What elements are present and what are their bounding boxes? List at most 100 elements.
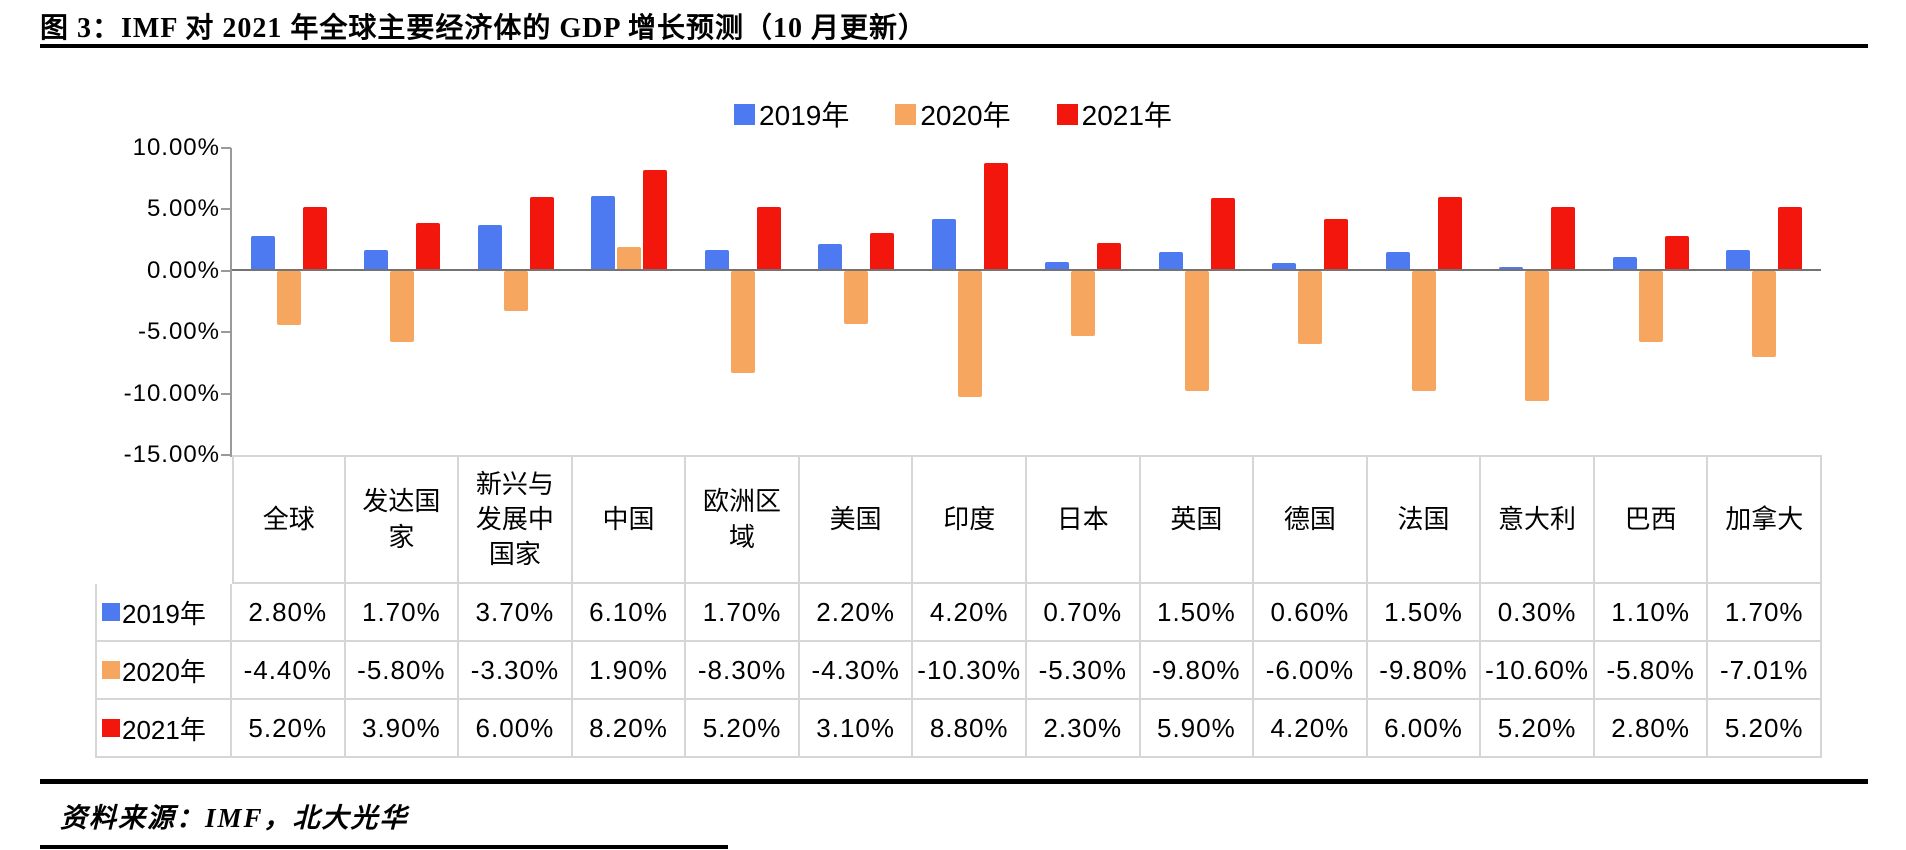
bar-2019年-印度	[931, 219, 956, 271]
value-cell: 1.70%	[345, 584, 460, 642]
category-header-cell: 英国	[1140, 455, 1255, 584]
value-cell: -10.60%	[1481, 642, 1595, 700]
legend-label: 2020年	[920, 100, 1011, 131]
bar-2021年-全球	[302, 206, 327, 271]
bar-2020年-巴西	[1638, 270, 1663, 343]
value-cell: 5.20%	[1708, 700, 1822, 758]
category-header-cell: 新兴与发展中国家	[459, 455, 573, 584]
bar-2019年-新兴与发展中国家	[477, 225, 502, 271]
bar-2020年-法国	[1411, 270, 1436, 392]
bar-2021年-发达国家	[416, 222, 441, 271]
value-cell: -9.80%	[1140, 642, 1255, 700]
value-cell: -8.30%	[686, 642, 800, 700]
legend-label: 2021年	[1081, 100, 1172, 131]
y-tick-label: -10.00%	[123, 379, 220, 407]
value-cell: -5.80%	[1594, 642, 1709, 700]
category-header-cell: 印度	[913, 455, 1027, 584]
legend-swatch-icon	[734, 103, 756, 125]
value-cell: 1.90%	[572, 642, 687, 700]
bar-2019年-日本	[1045, 262, 1070, 271]
value-cell: 5.20%	[1481, 700, 1595, 758]
row-label: 2019年	[122, 598, 206, 629]
row-swatch-icon	[102, 719, 120, 737]
category-header-cell: 中国	[572, 455, 687, 584]
row-label: 2020年	[122, 656, 206, 687]
category-header-cell: 意大利	[1481, 455, 1595, 584]
category-header-cell: 德国	[1254, 455, 1368, 584]
y-tick-mark	[221, 269, 231, 272]
figure-title: 图 3：IMF 对 2021 年全球主要经济体的 GDP 增长预测（10 月更新…	[40, 13, 927, 44]
y-tick-mark	[221, 454, 231, 456]
chart-legend: 2019年 2020年 2021年	[0, 94, 1906, 134]
value-cell: 2.30%	[1026, 700, 1141, 758]
value-cell: 2.20%	[799, 584, 914, 642]
value-cell: 1.50%	[1367, 584, 1482, 642]
bar-2021年-日本	[1097, 242, 1122, 271]
category-header-cell: 美国	[799, 455, 914, 584]
y-axis-line	[230, 148, 232, 457]
value-cell: 2.80%	[1594, 700, 1709, 758]
value-cell: 8.20%	[572, 700, 687, 758]
row-label-cell: 2020年	[95, 642, 232, 700]
bar-2020年-加拿大	[1752, 270, 1777, 357]
bar-2019年-全球	[250, 236, 275, 271]
bottom-divider	[40, 845, 728, 849]
table-corner-cell	[95, 455, 232, 584]
value-cell: -10.30%	[913, 642, 1027, 700]
bar-2021年-意大利	[1551, 206, 1576, 271]
value-cell: 5.90%	[1140, 700, 1255, 758]
bar-2021年-法国	[1437, 197, 1462, 271]
bar-2020年-日本	[1071, 270, 1096, 336]
legend-label: 2019年	[759, 100, 850, 131]
bar-2019年-德国	[1272, 263, 1297, 271]
bar-2019年-意大利	[1499, 267, 1524, 271]
category-header-cell: 法国	[1367, 455, 1482, 584]
plot-area	[232, 148, 1821, 455]
value-cell: 0.70%	[1026, 584, 1141, 642]
value-cell: 6.00%	[1367, 700, 1482, 758]
bar-2021年-中国	[643, 170, 668, 271]
bar-2019年-中国	[591, 195, 616, 271]
bar-2021年-德国	[1324, 219, 1349, 271]
value-cell: 3.90%	[345, 700, 460, 758]
value-cell: 6.10%	[572, 584, 687, 642]
value-cell: 0.60%	[1254, 584, 1368, 642]
bar-2019年-加拿大	[1726, 249, 1751, 271]
bar-2020年-发达国家	[390, 270, 415, 343]
value-cell: 0.30%	[1481, 584, 1595, 642]
bar-2020年-印度	[957, 270, 982, 398]
bar-2020年-意大利	[1525, 270, 1550, 401]
row-swatch-icon	[102, 661, 120, 679]
bar-2021年-欧洲区域	[756, 206, 781, 271]
y-tick-label: 0.00%	[146, 256, 220, 284]
bar-2019年-发达国家	[364, 249, 389, 271]
bar-2020年-英国	[1184, 270, 1209, 392]
category-header-cell: 欧洲区域	[686, 455, 800, 584]
bar-2021年-美国	[870, 232, 895, 271]
value-cell: -9.80%	[1367, 642, 1482, 700]
value-cell: 3.10%	[799, 700, 914, 758]
row-label-cell: 2019年	[95, 584, 232, 642]
category-header-cell: 全球	[232, 455, 346, 584]
bar-2020年-新兴与发展中国家	[503, 270, 528, 312]
y-tick-mark	[221, 331, 231, 334]
value-cell: 8.80%	[913, 700, 1027, 758]
value-cell: 5.20%	[686, 700, 800, 758]
value-cell: 4.20%	[913, 584, 1027, 642]
bar-2021年-英国	[1210, 198, 1235, 271]
bar-2020年-中国	[617, 247, 642, 271]
y-tick-mark	[221, 208, 231, 211]
bar-2020年-全球	[276, 270, 301, 325]
bar-2019年-法国	[1385, 252, 1410, 271]
value-cell: -4.40%	[232, 642, 346, 700]
value-cell: -5.30%	[1026, 642, 1141, 700]
value-cell: 3.70%	[459, 584, 573, 642]
category-header-cell: 加拿大	[1708, 455, 1822, 584]
bar-2021年-印度	[983, 162, 1008, 271]
y-tick-label: 5.00%	[146, 195, 220, 223]
source-divider	[40, 779, 1868, 784]
data-table: 全球 发达国家 新兴与发展中国家 中国 欧洲区域 美国 印度 日本 英国 德国 法国 意大利 巴西 加拿大…	[95, 455, 1822, 758]
bar-2019年-巴西	[1612, 257, 1637, 271]
value-cell: -4.30%	[799, 642, 914, 700]
category-header-cell: 日本	[1026, 455, 1141, 584]
